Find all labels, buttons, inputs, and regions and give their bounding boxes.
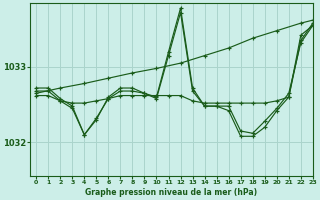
X-axis label: Graphe pression niveau de la mer (hPa): Graphe pression niveau de la mer (hPa) (85, 188, 258, 197)
